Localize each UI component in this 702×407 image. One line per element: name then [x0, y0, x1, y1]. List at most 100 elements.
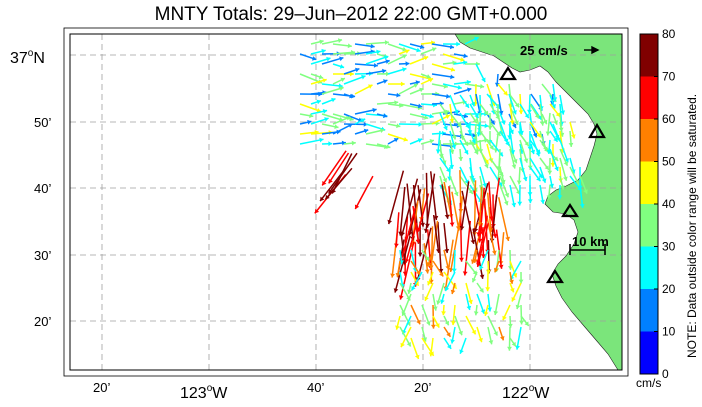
current-vector-head: [539, 121, 545, 126]
current-vector: [519, 157, 527, 182]
current-vector: [417, 185, 424, 227]
current-vector-head: [449, 44, 454, 50]
current-vector-head: [500, 336, 505, 341]
current-vector-head: [402, 67, 407, 72]
current-vector: [425, 172, 429, 228]
current-vector-head: [319, 137, 324, 143]
current-vector-head: [457, 85, 462, 90]
current-vector-head: [316, 99, 321, 105]
current-vector-head: [527, 109, 532, 114]
current-vector: [476, 215, 488, 265]
current-vector-head: [479, 288, 484, 293]
current-vector-head: [442, 178, 448, 183]
current-vector-head: [579, 203, 585, 208]
current-vector-head: [511, 297, 516, 302]
colorbar-tick-label: 10: [662, 325, 676, 339]
current-vector: [461, 190, 475, 245]
current-vector-head: [464, 149, 469, 155]
current-vector-head: [484, 163, 489, 169]
current-vector-head: [390, 273, 395, 278]
current-vector-head: [504, 192, 510, 198]
current-vector-head: [512, 110, 517, 115]
current-vector-head: [470, 239, 476, 244]
current-vector-head: [325, 194, 330, 200]
current-vector-head: [406, 342, 411, 347]
current-vector-head: [443, 125, 448, 131]
current-vector-head: [472, 258, 478, 263]
current-vector-head: [449, 164, 455, 169]
current-vector-head: [554, 166, 559, 171]
current-vector-head: [340, 77, 345, 83]
scale-bar-label: 10 km: [572, 234, 609, 249]
current-vector-head: [505, 141, 510, 146]
current-vector-head: [470, 102, 476, 107]
current-vector-head: [482, 183, 487, 188]
lat-label-50: 50’: [34, 115, 51, 130]
current-vector-head: [495, 115, 500, 120]
current-vector-head: [519, 320, 524, 325]
current-vector-head: [372, 107, 377, 113]
current-vector-head: [361, 74, 366, 80]
current-vector-head: [428, 352, 434, 357]
current-vector-head: [553, 156, 559, 161]
current-vector-head: [458, 330, 463, 336]
lat-label-40: 40’: [34, 181, 51, 196]
current-vector: [451, 191, 460, 231]
current-vector-head: [404, 258, 410, 263]
current-vector-head: [515, 304, 521, 310]
current-vector-head: [464, 103, 469, 108]
current-vector-head: [530, 149, 536, 155]
current-vector-head: [354, 204, 360, 209]
current-vector-head: [468, 189, 473, 194]
current-vector-head: [347, 43, 352, 49]
current-vector: [321, 150, 347, 186]
current-vector-head: [459, 349, 464, 354]
current-vector-head: [476, 132, 482, 137]
current-vector-head: [403, 137, 408, 142]
current-vector-head: [322, 180, 327, 186]
current-vector-head: [446, 93, 451, 99]
current-vector-head: [436, 300, 441, 305]
current-vector-head: [545, 131, 551, 136]
current-vector-head: [429, 113, 434, 119]
current-vector-head: [435, 323, 440, 328]
current-vector-head: [511, 341, 516, 347]
colorbar-segment: [640, 331, 658, 374]
current-vector-head: [481, 77, 486, 82]
current-vector-head: [307, 119, 312, 125]
current-vector-head: [564, 158, 569, 163]
current-vector-head: [509, 120, 515, 125]
current-vector-head: [383, 79, 388, 84]
current-vector-head: [411, 286, 416, 291]
colorbar-tick-label: 20: [662, 282, 676, 296]
current-vector: [328, 152, 350, 184]
current-vector: [365, 41, 389, 45]
current-vector-head: [536, 176, 541, 182]
current-vector-head: [518, 279, 524, 284]
colorbar-tick-label: 70: [662, 70, 676, 84]
colorbar-tick-label: 30: [662, 240, 676, 254]
current-vector-head: [536, 149, 541, 154]
current-vector-head: [498, 264, 504, 269]
current-vector-head: [405, 49, 410, 54]
colorbar: 0 10 20 30 40 50 60 70 80: [639, 27, 676, 381]
current-vector-head: [505, 236, 510, 241]
current-vector-head: [479, 265, 484, 270]
current-vector-head: [555, 112, 560, 117]
current-vector: [437, 221, 442, 273]
current-vector: [448, 186, 454, 227]
current-vector: [486, 192, 492, 233]
colorbar-tick-label: 80: [662, 27, 676, 41]
current-vector-head: [416, 47, 421, 53]
current-vector-head: [444, 286, 450, 292]
current-vector-head: [415, 239, 421, 244]
current-vector-head: [471, 138, 476, 144]
current-vector-head: [341, 140, 346, 146]
current-vector-head: [549, 183, 554, 188]
current-vector-head: [512, 123, 517, 128]
current-vector: [299, 138, 324, 145]
current-vector-head: [547, 170, 553, 175]
current-vector-head: [557, 195, 563, 200]
current-vector-head: [419, 87, 424, 93]
current-vector-head: [495, 110, 501, 115]
